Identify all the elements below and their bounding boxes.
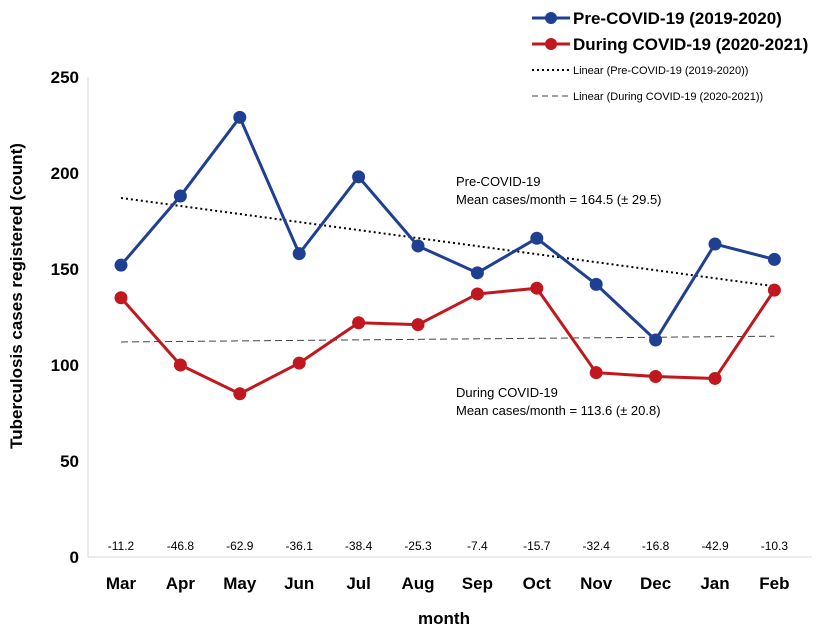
data-point-during-covid	[470, 287, 484, 301]
data-point-pre-covid	[470, 266, 484, 280]
legend-label-during-covid: During COVID-19 (2020-2021)	[573, 35, 808, 54]
x-tick-label: Jan	[700, 574, 729, 593]
legend: Pre-COVID-19 (2019-2020) During COVID-19…	[532, 9, 808, 103]
y-tick-label: 100	[51, 356, 79, 375]
data-point-during-covid	[649, 370, 663, 384]
percent-change-label: -38.4	[345, 539, 373, 553]
y-tick-label: 250	[51, 68, 79, 87]
annotation-during-covid-mean: Mean cases/month = 113.6 (± 20.8)	[456, 403, 661, 418]
x-tick-label: Nov	[580, 574, 613, 593]
percent-change-label: -36.1	[286, 539, 314, 553]
percent-change-label: -32.4	[583, 539, 611, 553]
percent-change-labels: -11.2 -46.8 -62.9 -36.1 -38.4 -25.3 -7.4 -15.7 -…	[108, 539, 789, 553]
y-tick-label: 0	[70, 548, 79, 567]
data-series	[114, 110, 781, 401]
x-tick-label: Mar	[106, 574, 137, 593]
annotation-pre-covid: Pre-COVID-19 Mean cases/month = 164.5 (±…	[456, 174, 662, 207]
percent-change-label: -11.2	[108, 539, 135, 553]
annotation-during-covid-title: During COVID-19	[456, 385, 558, 400]
data-point-pre-covid	[173, 189, 187, 203]
data-point-during-covid	[767, 283, 781, 297]
data-point-pre-covid	[530, 231, 544, 245]
data-point-pre-covid	[114, 258, 128, 272]
trendlines	[120, 196, 775, 343]
percent-change-label: -16.8	[642, 539, 670, 553]
data-point-during-covid	[530, 281, 544, 295]
legend-item-during-covid: During COVID-19 (2020-2021)	[532, 35, 808, 54]
x-tick-label: Aug	[401, 574, 434, 593]
x-tick-label: Feb	[759, 574, 789, 593]
series-line-pre-covid	[119, 115, 775, 342]
legend-item-pre-covid: Pre-COVID-19 (2019-2020)	[532, 9, 782, 28]
data-point-during-covid	[173, 358, 187, 372]
y-tick-label: 150	[51, 260, 79, 279]
annotation-pre-covid-title: Pre-COVID-19	[456, 174, 541, 189]
y-axis-title: Tuberculosis cases registered (count)	[7, 143, 26, 449]
data-point-pre-covid	[233, 110, 247, 124]
data-point-during-covid	[114, 291, 128, 305]
percent-change-label: -42.9	[701, 539, 729, 553]
legend-label-pre-covid: Pre-COVID-19 (2019-2020)	[573, 9, 782, 28]
data-point-during-covid	[292, 356, 306, 370]
percent-change-label: -46.8	[167, 539, 195, 553]
legend-label-linear-during-covid: Linear (During COVID-19 (2020-2021))	[573, 91, 763, 103]
data-point-during-covid	[233, 387, 247, 401]
percent-change-label: -10.3	[761, 539, 789, 553]
annotation-pre-covid-mean: Mean cases/month = 164.5 (± 29.5)	[456, 192, 662, 207]
data-point-pre-covid	[649, 333, 663, 347]
data-point-during-covid	[589, 366, 603, 380]
data-point-pre-covid	[708, 237, 722, 251]
x-tick-labels: Mar Apr May Jun Jul Aug Sep Oct Nov Dec Jan Feb	[106, 574, 790, 593]
data-point-during-covid	[411, 318, 425, 332]
legend-label-linear-pre-covid: Linear (Pre-COVID-19 (2019-2020))	[573, 65, 748, 77]
y-tick-labels: 0 50 100 150 200 250	[51, 68, 79, 567]
y-tick-label: 50	[60, 452, 79, 471]
percent-change-label: -7.4	[467, 539, 488, 553]
data-point-pre-covid	[292, 247, 306, 261]
percent-change-label: -25.3	[404, 539, 432, 553]
x-tick-label: Oct	[523, 574, 552, 593]
data-point-pre-covid	[767, 252, 781, 266]
data-point-during-covid	[352, 316, 366, 330]
data-point-pre-covid	[411, 239, 425, 253]
x-tick-label: May	[223, 574, 257, 593]
legend-item-linear-pre-covid: Linear (Pre-COVID-19 (2019-2020))	[532, 65, 748, 77]
legend-marker-during-covid	[545, 38, 557, 50]
x-axis-title: month	[418, 609, 470, 628]
x-tick-label: Sep	[462, 574, 493, 593]
x-tick-label: Dec	[640, 574, 671, 593]
legend-item-linear-during-covid: Linear (During COVID-19 (2020-2021))	[532, 91, 763, 103]
data-point-pre-covid	[352, 170, 366, 184]
x-tick-label: Apr	[166, 574, 196, 593]
y-tick-label: 200	[51, 164, 79, 183]
x-tick-label: Jun	[284, 574, 314, 593]
series-line-during-covid	[119, 286, 776, 396]
annotation-during-covid: During COVID-19 Mean cases/month = 113.6…	[456, 385, 661, 418]
x-tick-label: Jul	[346, 574, 371, 593]
trendline-during-covid	[120, 335, 775, 343]
percent-change-label: -15.7	[523, 539, 551, 553]
data-point-during-covid	[708, 371, 722, 385]
trendline-pre-covid	[120, 196, 775, 288]
legend-marker-pre-covid	[545, 12, 557, 24]
data-point-pre-covid	[589, 277, 603, 291]
percent-change-label: -62.9	[226, 539, 254, 553]
